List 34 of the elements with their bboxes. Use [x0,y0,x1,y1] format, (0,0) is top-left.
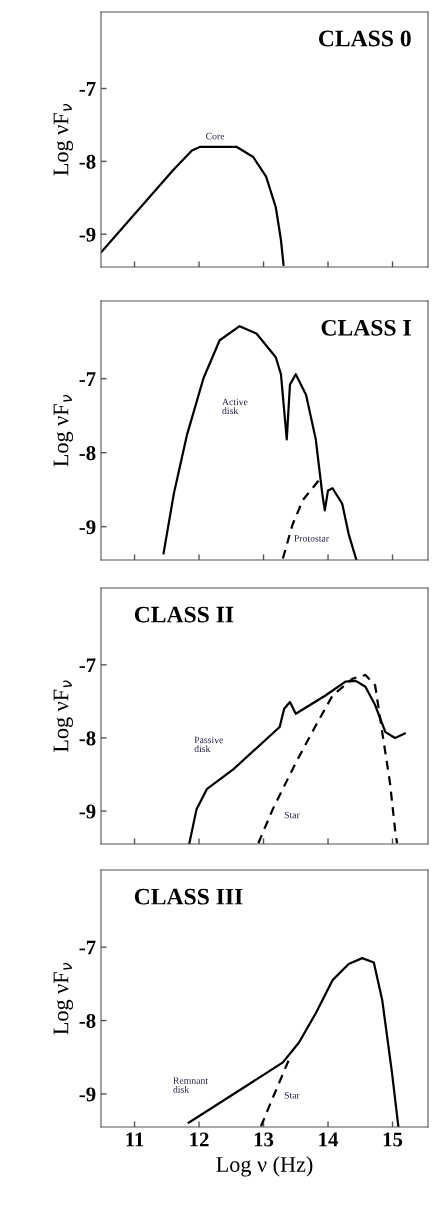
y-axis-title: Log νF$_{ν}$ [53,962,74,1035]
y-tick-label: -7 [79,658,96,673]
y-tick-label: -7 [79,82,96,96]
x-tick-label: 13 [254,1132,274,1147]
annotation: Passive disk [194,736,224,753]
x-tick-label: 15 [383,1132,403,1147]
y-tick-label: -9 [79,804,96,819]
annotation: Star [284,811,300,819]
annotation: Core [206,132,225,140]
x-tick-label: 12 [190,1132,209,1147]
y-tick-label: -9 [79,227,96,242]
x-axis-title: Log ν (Hz) [216,1156,313,1177]
y-axis-title: Log νF$_{ν}$ [53,680,74,753]
text: CLASS II [134,606,234,623]
line-series [101,145,285,266]
annotation: Star [284,1092,300,1099]
y-tick-label: -8 [79,154,96,169]
y-tick-label: -8 [79,731,96,746]
y-tick-label: -9 [79,520,96,535]
text: CLASS III [134,888,243,905]
annotation: Protostar [294,535,329,542]
y-tick-label: -7 [79,372,96,386]
text: CLASS 0 [318,30,411,47]
y-tick-label: -7 [79,940,96,955]
annotation: Active disk [222,398,248,415]
y-axis-title: Log νF$_{ν}$ [53,394,74,467]
annotation: Remnant disk [173,1077,208,1093]
y-tick-label: -8 [79,446,96,461]
text: CLASS I [321,319,411,336]
y-tick-label: -8 [79,1013,96,1028]
x-tick-label: 14 [319,1132,339,1147]
y-axis-title: Log νF$_{ν}$ [53,103,74,176]
x-tick-label: 11 [126,1132,144,1147]
y-tick-label: -9 [79,1087,96,1102]
